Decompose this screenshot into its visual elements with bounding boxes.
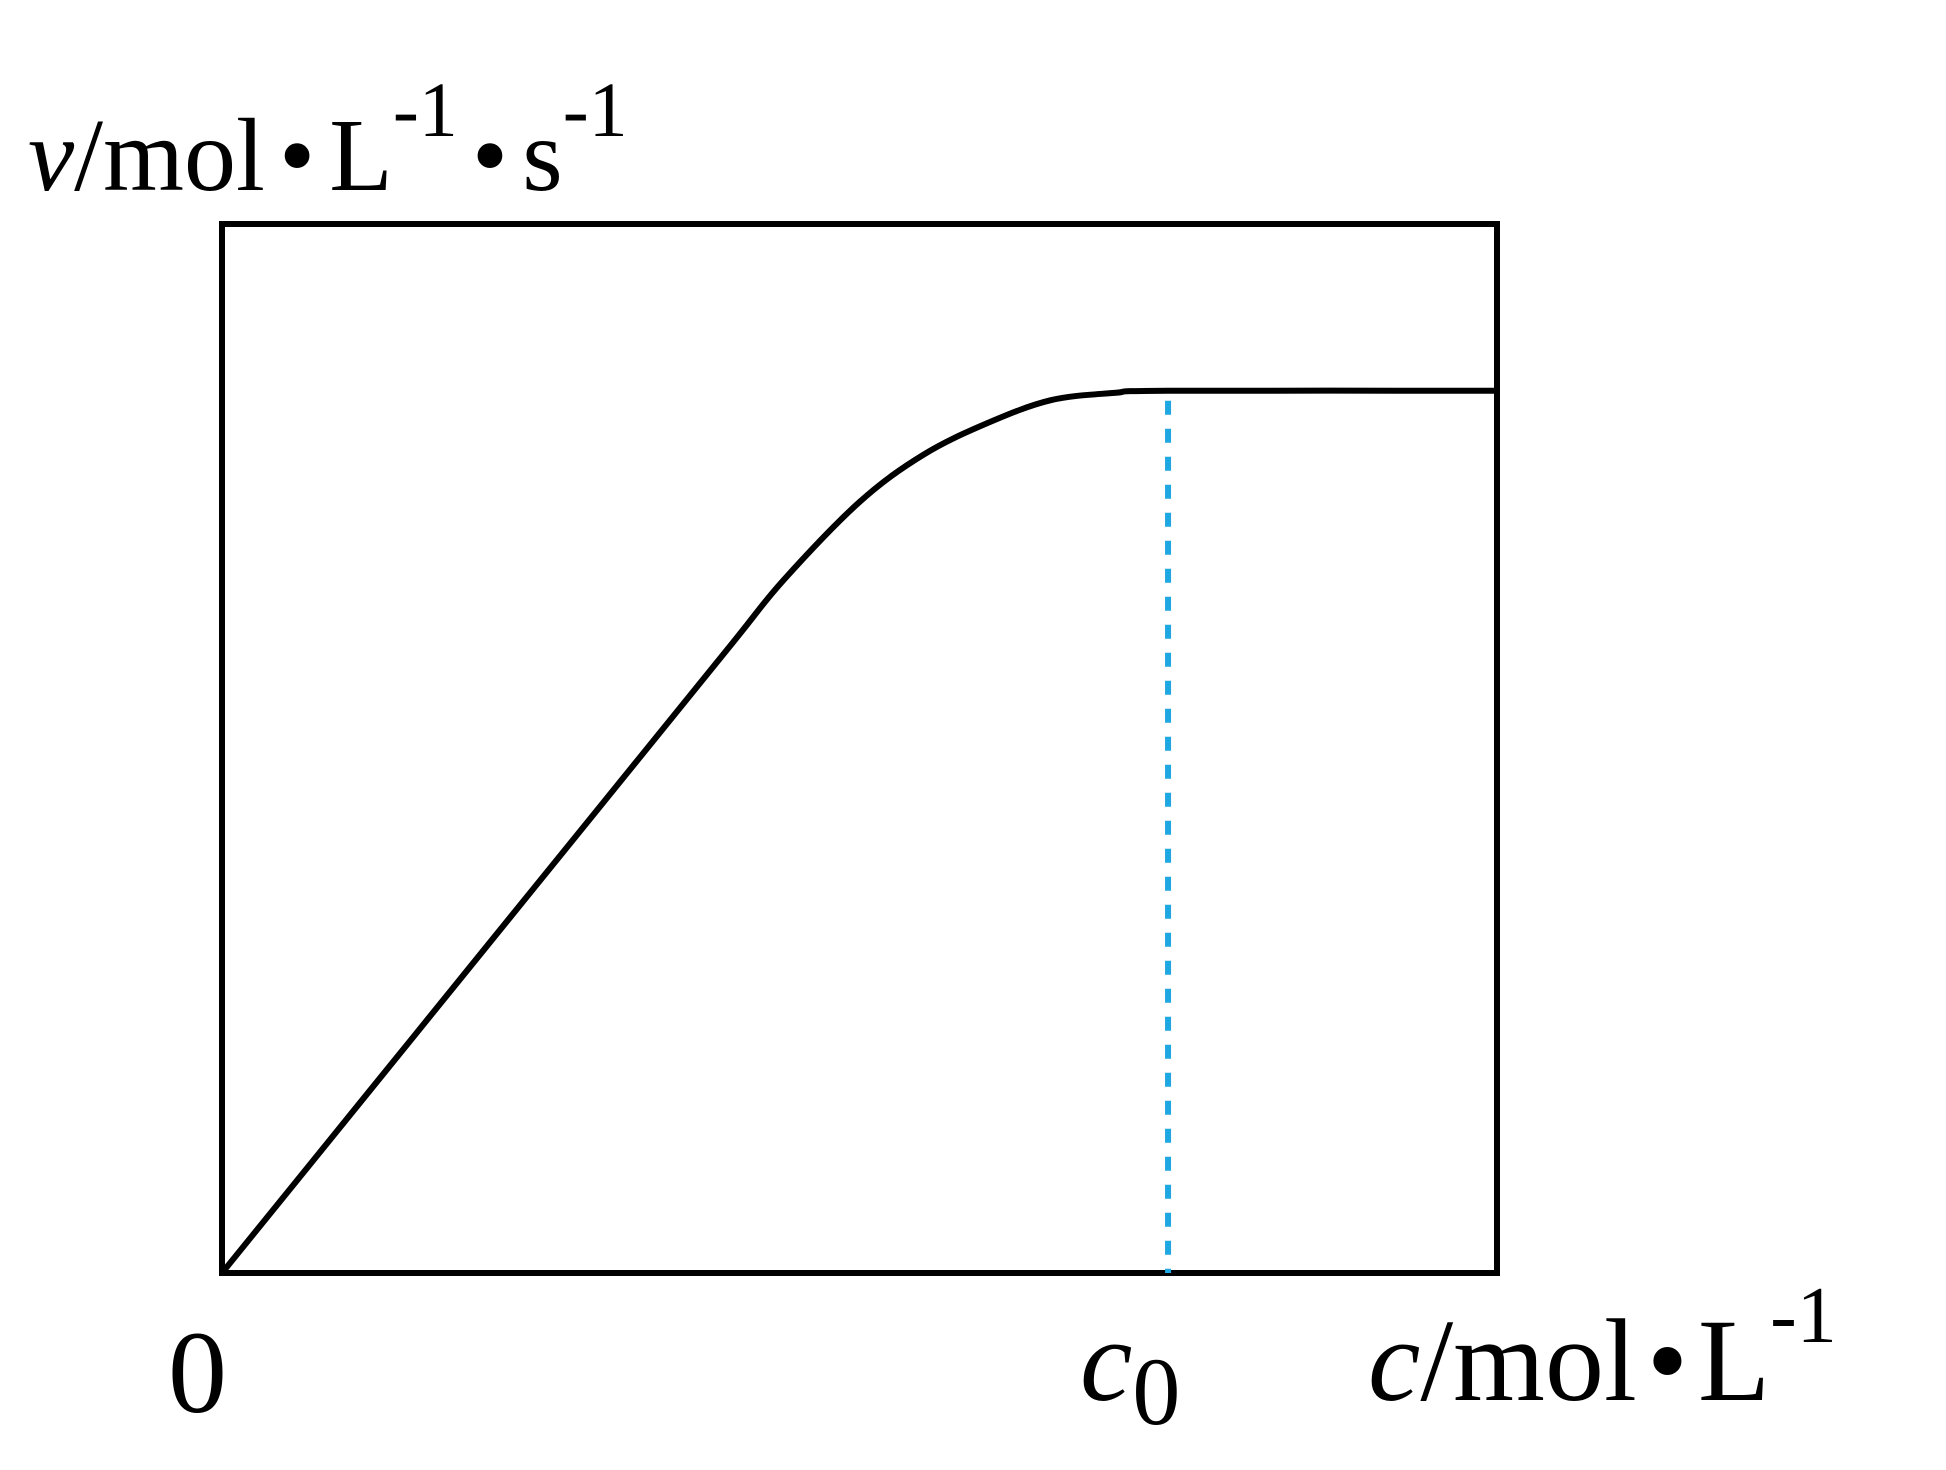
y-axis-unit-L: L: [329, 98, 393, 213]
y-axis-unit-s: s: [522, 98, 562, 213]
y-axis-dot-2: •: [472, 98, 508, 213]
rate-curve: [219, 387, 1500, 1276]
x-axis-unit-L: L: [1698, 1295, 1770, 1426]
y-axis-exp-s: -1: [563, 66, 628, 153]
c0-symbol: c: [1080, 1295, 1132, 1426]
c0-marker-label: c0: [1080, 1295, 1180, 1445]
y-axis-exp-L: -1: [393, 66, 458, 153]
x-axis-unit-main: /mol: [1420, 1295, 1636, 1426]
y-axis-label: v/mol • L-1 • s-1: [28, 66, 628, 213]
x-axis-dot: •: [1647, 1295, 1688, 1426]
x-axis-exp-L: -1: [1770, 1272, 1837, 1360]
c0-subscript: 0: [1132, 1338, 1180, 1445]
y-axis-dot-1: •: [279, 98, 315, 213]
origin-label: 0: [168, 1307, 227, 1438]
y-axis-symbol: v: [28, 98, 75, 213]
plot-frame: [219, 221, 1500, 1276]
y-axis-unit-main: /mol: [74, 98, 265, 213]
x-axis-label: c/mol•L-1: [1368, 1272, 1837, 1426]
x-axis-symbol: c: [1368, 1295, 1420, 1426]
